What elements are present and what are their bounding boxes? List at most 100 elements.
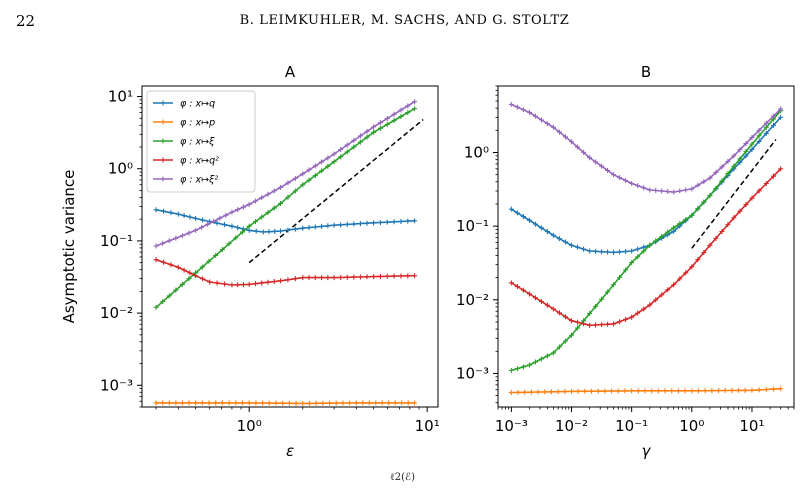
data-point <box>278 278 284 284</box>
data-point <box>568 242 574 248</box>
data-point <box>617 274 623 280</box>
data-point <box>568 139 574 145</box>
data-point <box>260 400 266 406</box>
data-point <box>223 212 229 218</box>
data-point <box>357 139 363 145</box>
data-point <box>312 275 318 281</box>
data-point <box>763 387 769 393</box>
data-point <box>629 260 635 266</box>
data-point <box>731 215 737 221</box>
data-point <box>253 228 259 234</box>
data-point <box>647 242 653 248</box>
data-point <box>173 235 179 241</box>
data-point <box>259 280 265 286</box>
data-point <box>743 153 749 159</box>
data-point <box>713 185 719 191</box>
data-point <box>338 274 344 280</box>
series-line <box>155 258 415 286</box>
data-point <box>635 388 641 394</box>
data-point <box>763 120 769 126</box>
data-point <box>568 388 574 394</box>
data-point <box>319 159 325 165</box>
data-point <box>635 254 641 260</box>
data-point <box>729 387 735 393</box>
data-point <box>278 228 284 234</box>
data-point <box>338 146 344 152</box>
data-point <box>213 252 219 258</box>
data-point <box>587 311 593 317</box>
data-point <box>701 179 707 185</box>
data-point <box>689 264 695 270</box>
data-point <box>544 353 550 359</box>
data-point <box>312 163 318 169</box>
y-tick-label: 10⁻² <box>100 304 133 322</box>
data-point <box>214 280 220 286</box>
data-point <box>593 159 599 165</box>
data-point <box>214 220 220 226</box>
data-point <box>319 168 325 174</box>
data-point <box>599 249 605 255</box>
chart-title: B <box>641 63 651 81</box>
data-point <box>623 267 629 273</box>
data-point <box>587 248 593 254</box>
data-point <box>366 400 372 406</box>
data-point <box>226 400 232 406</box>
data-point <box>589 388 595 394</box>
data-point <box>331 275 337 281</box>
data-point <box>391 111 397 117</box>
data-point <box>377 219 383 225</box>
data-point <box>300 225 306 231</box>
data-point <box>213 400 219 406</box>
data-point <box>593 248 599 254</box>
data-point <box>532 113 538 119</box>
legend-label: φ : x↦ξ² <box>180 175 218 186</box>
data-point <box>538 356 544 362</box>
data-point <box>293 400 299 406</box>
data-point <box>384 121 390 127</box>
data-point <box>199 224 205 230</box>
data-point <box>756 138 762 144</box>
data-point <box>575 325 581 331</box>
data-point <box>665 287 671 293</box>
data-point <box>292 276 298 282</box>
x-tick-label: 10⁰ <box>237 417 262 435</box>
data-point <box>778 166 784 172</box>
data-point <box>206 400 212 406</box>
data-point <box>532 359 538 365</box>
data-point <box>671 189 677 195</box>
data-point <box>229 209 235 215</box>
data-point <box>306 177 312 183</box>
data-point <box>160 299 166 305</box>
data-point <box>240 204 246 210</box>
data-point <box>756 133 762 139</box>
data-point <box>186 400 192 406</box>
data-point <box>364 220 370 226</box>
caption-fragment: ℓ2(ℰ) <box>390 472 416 483</box>
data-point <box>756 127 762 133</box>
legend-item: φ : x↦ξ² <box>153 175 218 186</box>
y-tick-label: 10⁰ <box>108 160 133 178</box>
data-point <box>312 173 318 179</box>
panel-b: Bγ 10⁻³ 10⁻² 10⁻¹ 10⁰ 10¹ 10⁻³ 10⁻² 10⁻¹ 10⁰ <box>456 63 795 460</box>
y-axis-label: Asymptotic variance <box>60 170 78 324</box>
data-point <box>153 400 159 406</box>
data-point <box>662 388 668 394</box>
data-point <box>677 221 683 227</box>
data-point <box>193 215 199 221</box>
data-point <box>749 387 755 393</box>
reference-slope-line <box>691 139 777 249</box>
data-point <box>635 310 641 316</box>
data-point <box>568 332 574 338</box>
data-point <box>665 229 671 235</box>
data-point <box>371 220 377 226</box>
data-point <box>306 275 312 281</box>
data-point <box>306 225 312 231</box>
data-point <box>622 388 628 394</box>
data-point <box>532 295 538 301</box>
data-point <box>235 225 241 231</box>
data-point <box>405 218 411 224</box>
data-point <box>260 229 266 235</box>
data-point <box>629 388 635 394</box>
data-point <box>239 229 245 235</box>
data-point <box>713 235 719 241</box>
